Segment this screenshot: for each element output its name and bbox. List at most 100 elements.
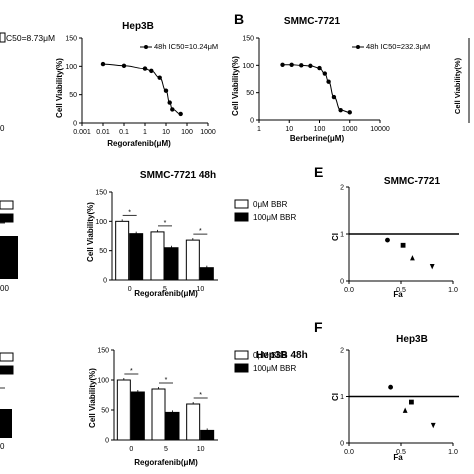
- x-tick-label: 5: [164, 446, 168, 453]
- x-tick-label: 5: [163, 286, 167, 293]
- smmc-dose-panel: B SMMC-7721 48h IC50=232.3μM Cell Viabil…: [231, 11, 470, 143]
- hep3b-bar-panel: Hep3B 48h Cell Viability(%) Regorafenib(…: [88, 350, 308, 467]
- data-point: [157, 75, 162, 80]
- data-point: [322, 71, 328, 76]
- x-tick-label: 1.0: [448, 287, 458, 294]
- ci-point: [388, 384, 393, 390]
- y-tick-label: 150: [95, 190, 107, 197]
- x-axis-label: Regorafenib(μM): [134, 289, 198, 298]
- data-point: [280, 62, 285, 67]
- panel-letter: B: [234, 11, 244, 27]
- chart-title: Hep3B 48h: [256, 350, 308, 361]
- legend-marker: [144, 45, 148, 49]
- y-tick-label: 0: [73, 121, 77, 128]
- chart-title: SMMC-7721 48h: [140, 170, 216, 181]
- x-tick-label: 1: [143, 129, 147, 136]
- bar-treated: [164, 247, 179, 281]
- chart-title: Hep3B: [122, 21, 154, 32]
- data-point: [338, 107, 343, 113]
- bar-control: [116, 379, 131, 441]
- panel-letter: F: [314, 319, 323, 335]
- svg-text:Cell Viability(%): Cell Viability(%): [453, 57, 462, 114]
- ci-point: [409, 399, 414, 405]
- ci-point: [385, 237, 390, 243]
- hep3b-ci-panel: F Hep3B CI Fa: [314, 319, 428, 462]
- x-tick-label: 10: [197, 446, 205, 453]
- data-point: [178, 111, 183, 117]
- y-tick-label: 0: [340, 279, 344, 286]
- data-point: [308, 63, 313, 69]
- y-axis-label: CI: [331, 233, 340, 241]
- fit-curve: [102, 63, 181, 115]
- cropped-left-panels: C50=8.73μM 0 * 00 0: [0, 32, 55, 451]
- x-axis-label: Fa: [393, 290, 403, 299]
- significance-star: *: [199, 392, 202, 399]
- x-tick-label: 1000: [342, 126, 358, 133]
- data-point: [289, 62, 294, 67]
- legend-label: 0μM BBR: [253, 351, 288, 360]
- legend-label: 100μM BBR: [253, 364, 297, 373]
- x-tick-label: 0: [128, 286, 132, 293]
- panel-letter: E: [314, 164, 323, 180]
- chart-title: Hep3B: [396, 334, 428, 345]
- ci-point: [402, 407, 408, 413]
- data-point: [299, 63, 304, 68]
- smmc-ci-panel: E SMMC-7721 CI Fa: [314, 164, 440, 299]
- y-axis-label: CI: [331, 393, 340, 401]
- cropped-bar: [0, 409, 12, 438]
- y-tick-label: 150: [65, 36, 77, 43]
- y-axis-label: Cell Viability(%): [231, 56, 240, 116]
- x-tick-label: 100: [314, 126, 326, 133]
- data-point: [167, 100, 172, 105]
- y-tick-label: 100: [95, 219, 107, 226]
- x-tick-label: 0.0: [344, 449, 354, 456]
- y-tick-label: 100: [242, 63, 254, 70]
- data-point: [163, 88, 169, 93]
- y-tick-label: 50: [99, 248, 107, 255]
- x-tick-label: 10: [196, 286, 204, 293]
- svg-text:*: *: [1, 216, 4, 223]
- x-tick-label: 0: [129, 446, 133, 453]
- x-tick-label: 0.0: [344, 287, 354, 294]
- y-tick-label: 0: [105, 438, 109, 445]
- cropped-tick-fragment: 00: [0, 284, 9, 293]
- fit-curve: [282, 64, 350, 113]
- y-tick-label: 50: [69, 92, 77, 99]
- x-tick-label: 0.1: [119, 129, 129, 136]
- x-axis-label: Fa: [393, 453, 403, 462]
- y-tick-label: 1: [340, 394, 344, 401]
- data-point: [326, 79, 331, 84]
- y-tick-label: 50: [101, 408, 109, 415]
- x-tick-label: 10: [162, 129, 170, 136]
- chart-legend-label: 48h IC50=232.3μM: [366, 42, 430, 51]
- x-axis-label: Regorafenib(μM): [107, 139, 171, 148]
- y-tick-label: 150: [97, 348, 109, 355]
- y-tick-label: 2: [340, 185, 344, 192]
- significance-star: *: [165, 377, 168, 384]
- data-point: [317, 65, 322, 71]
- hep3b-dose-panel: Hep3B 48h IC50=10.24μM Cell Viability(%)…: [55, 21, 218, 148]
- x-tick-label: 1000: [200, 129, 216, 136]
- bar-control: [115, 220, 130, 281]
- y-tick-label: 100: [97, 378, 109, 385]
- bar-treated: [199, 267, 214, 281]
- bar-control: [185, 239, 200, 281]
- legend-marker: [356, 45, 360, 49]
- y-tick-label: 0: [103, 278, 107, 285]
- ci-point: [410, 255, 415, 261]
- ci-point: [400, 242, 406, 248]
- significance-star: *: [164, 220, 167, 227]
- cropped-bar: [0, 236, 18, 279]
- smmc-bar-panel: SMMC-7721 48h Cell Viability(%) Regorafe…: [86, 170, 216, 298]
- bar-control: [151, 388, 166, 441]
- x-tick-label: 0.001: [73, 129, 91, 136]
- data-point: [347, 110, 352, 115]
- significance-star: *: [128, 209, 131, 216]
- y-tick-label: 100: [65, 64, 77, 71]
- x-tick-label: 1: [257, 126, 261, 133]
- significance-star: *: [199, 228, 202, 235]
- legend-label: 0μM BBR: [253, 200, 288, 209]
- bar-treated: [165, 411, 180, 441]
- legend-swatch: [234, 212, 249, 222]
- data-point: [331, 94, 337, 100]
